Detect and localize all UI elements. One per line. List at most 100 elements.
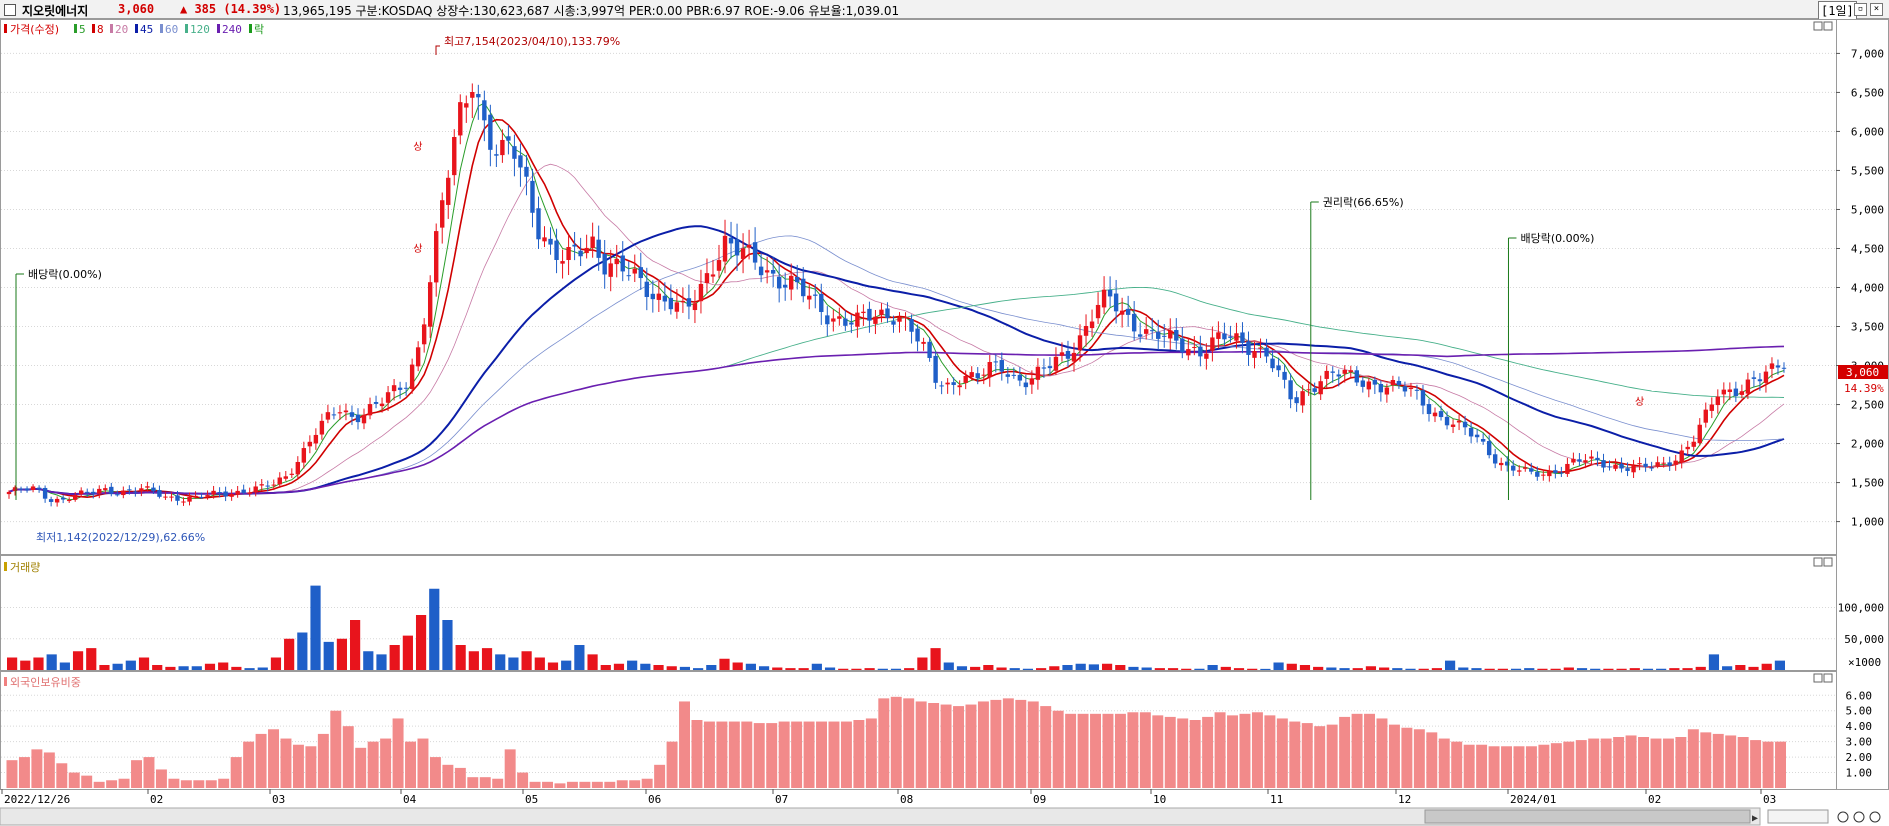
date-label: 05 xyxy=(525,793,538,806)
limit-up-marker: 상 xyxy=(1635,396,1644,408)
period-button[interactable]: [1일] xyxy=(1818,1,1857,20)
panel-close-icon[interactable] xyxy=(1823,21,1833,31)
foreign-restore-icon[interactable] xyxy=(1813,673,1823,683)
volume-bar xyxy=(1708,654,1720,670)
zoom-reset-icon[interactable] xyxy=(1869,811,1881,823)
price-tick-label: 1,500 xyxy=(1851,477,1884,490)
candle-body xyxy=(373,402,379,404)
candle-body xyxy=(1667,462,1672,466)
scroll-right-icon[interactable]: ▶ xyxy=(1752,813,1758,824)
foreign-bar xyxy=(131,760,142,788)
candle-body xyxy=(12,487,18,491)
foreign-close-icon[interactable] xyxy=(1823,673,1833,683)
legend-ma-swatch xyxy=(92,24,95,33)
foreign-bar xyxy=(1052,710,1064,788)
candle-body xyxy=(903,317,908,319)
foreign-bar xyxy=(828,721,840,788)
foreign-bar xyxy=(392,718,404,788)
date-label: 10 xyxy=(1153,793,1166,806)
candle-body xyxy=(825,315,830,325)
volume-bar xyxy=(877,668,888,670)
foreign-bar xyxy=(1451,741,1463,788)
foreign-bar xyxy=(604,781,616,788)
volume-bar xyxy=(1774,660,1785,670)
candle-body xyxy=(458,102,463,136)
foreign-bar xyxy=(268,729,279,788)
candle-body xyxy=(1228,336,1233,338)
candle-body xyxy=(879,309,884,316)
candle-body xyxy=(187,496,192,502)
candle-body xyxy=(72,494,78,500)
foreign-bar xyxy=(1139,712,1151,788)
volume-bar xyxy=(956,666,968,670)
foreign-bar xyxy=(68,772,80,788)
panel-restore-icon[interactable] xyxy=(1813,21,1823,31)
foreign-bar xyxy=(1127,712,1139,788)
candle-body xyxy=(1763,371,1769,383)
candle-body xyxy=(885,308,890,319)
candle-body xyxy=(241,489,246,493)
volume-bar xyxy=(1273,662,1284,670)
candle-body xyxy=(1053,356,1059,371)
foreign-bar xyxy=(168,778,180,788)
candle-body xyxy=(476,93,481,98)
horizontal-scrollbar[interactable] xyxy=(0,807,1761,826)
foreign-ratio-bars xyxy=(6,696,1786,788)
close-icon[interactable]: × xyxy=(1870,3,1883,16)
foreign-bar xyxy=(1513,746,1525,788)
volume-bar xyxy=(363,651,374,670)
candle-body xyxy=(1745,379,1751,394)
volume-bar xyxy=(745,663,756,670)
volume-close-icon[interactable] xyxy=(1823,557,1833,567)
candle-body xyxy=(42,487,48,499)
foreign-bar xyxy=(803,721,815,788)
candle-body xyxy=(1017,374,1023,381)
candle-body xyxy=(229,493,234,497)
zoom-out-icon[interactable] xyxy=(1837,811,1849,823)
candle-body xyxy=(740,248,746,259)
candle-body xyxy=(1131,313,1137,332)
volume-bar xyxy=(468,651,479,670)
volume-restore-icon[interactable] xyxy=(1813,557,1823,567)
legend-ma-label: 120 xyxy=(190,23,210,36)
candle-body xyxy=(951,382,956,385)
date-label: 08 xyxy=(900,793,913,806)
price-tick-label: 6,000 xyxy=(1851,125,1884,138)
candle-body xyxy=(524,166,529,177)
candle-body xyxy=(692,303,698,311)
candle-body xyxy=(644,281,649,297)
scrollbar-thumb[interactable] xyxy=(1424,809,1751,824)
foreign-bar xyxy=(106,780,118,788)
candle-body xyxy=(1348,370,1353,372)
zoom-in-icon[interactable] xyxy=(1853,811,1865,823)
foreign-bar xyxy=(840,721,852,788)
minimize-icon[interactable]: ▫ xyxy=(1854,3,1867,16)
candle-body xyxy=(584,247,589,254)
candle-body xyxy=(1300,391,1305,406)
volume-bar xyxy=(666,666,677,670)
volume-bar xyxy=(1735,665,1746,670)
legend-ma-swatch xyxy=(135,24,138,33)
candle-body xyxy=(1372,380,1378,385)
high-marker-line xyxy=(435,45,440,55)
foreign-bar xyxy=(654,764,666,788)
volume-bar xyxy=(811,663,822,670)
event-markers: 배당락(0.00%)권리락(66.65%)배당락(0.00%)상상상 xyxy=(15,141,1644,500)
volume-bar xyxy=(653,665,664,670)
candle-body xyxy=(109,486,114,494)
foreign-bar xyxy=(380,738,392,788)
zoom-slider[interactable] xyxy=(1767,809,1829,824)
foreign-bar xyxy=(990,699,1002,788)
foreign-bar xyxy=(778,721,790,788)
foreign-tick-label: 2.00 xyxy=(1846,751,1873,764)
volume-bar xyxy=(1009,668,1020,670)
candle-body xyxy=(193,495,198,497)
volume-bar xyxy=(613,663,625,670)
candle-body xyxy=(319,420,325,435)
candle-body xyxy=(421,324,427,345)
candle-body xyxy=(638,267,643,279)
select-checkbox[interactable] xyxy=(4,4,16,16)
candle-body xyxy=(1222,333,1227,340)
candle-body xyxy=(1306,389,1311,391)
candle-body xyxy=(1583,460,1588,463)
